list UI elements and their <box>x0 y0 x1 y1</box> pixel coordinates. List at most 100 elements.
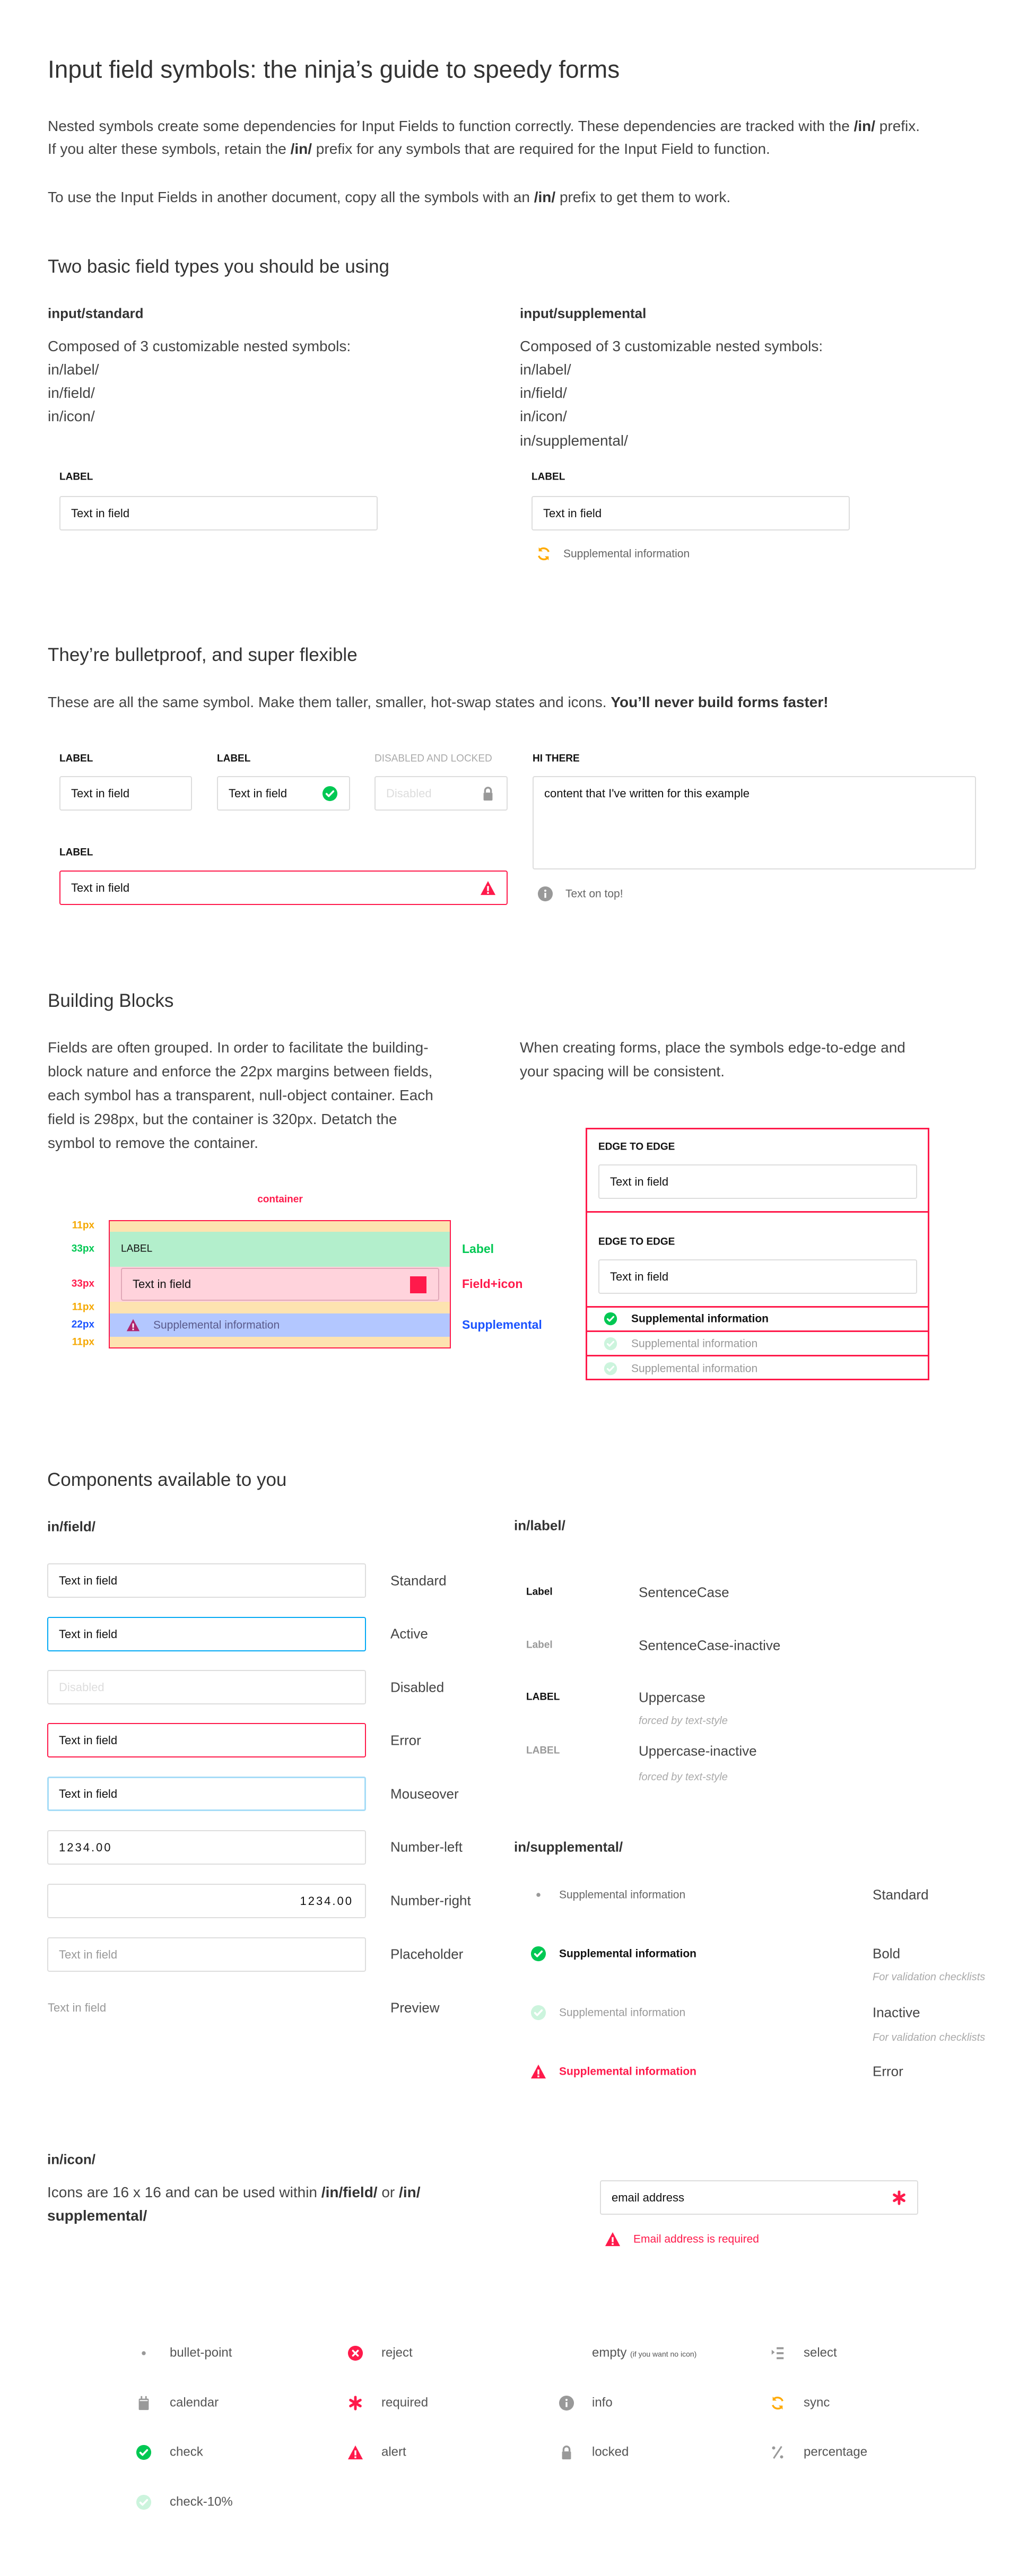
spacing-band <box>109 1337 451 1348</box>
field-value: Text in field <box>59 1627 118 1641</box>
icon-name: alert <box>381 2444 406 2459</box>
description-line: in/label/ <box>48 361 99 378</box>
supplemental-text: Supplemental information <box>631 1362 758 1375</box>
state-label: Error <box>390 1732 421 1748</box>
supplemental-text: Supplemental information <box>559 2006 686 2019</box>
field-value: Text in field <box>610 1174 669 1188</box>
supplemental-band <box>109 1313 451 1337</box>
size-label: 22px <box>71 1319 94 1330</box>
label-style-name: Uppercase-inactive <box>639 1743 757 1759</box>
field-components-title: in/field/ <box>47 1518 95 1535</box>
description-line: in/field/ <box>48 385 95 402</box>
sync-icon <box>770 2395 786 2411</box>
paragraph-line: When creating forms, place the symbols e… <box>520 1039 905 1056</box>
supplemental-title: input/supplemental <box>520 305 647 321</box>
field-label: EDGE TO EDGE <box>598 1141 675 1153</box>
info-icon <box>537 886 553 902</box>
supplemental-style-name: Standard <box>873 1886 929 1903</box>
section-paragraph: These are all the same symbol. Make them… <box>48 694 829 711</box>
lock-icon <box>480 786 496 802</box>
description-line: in/icon/ <box>48 408 95 425</box>
field-value: Text in field <box>610 1269 669 1283</box>
icon-name: empty (if you want no icon) <box>592 2345 697 2360</box>
label-sample: Label <box>526 1639 553 1651</box>
section-heading: They’re bulletproof, and super flexible <box>48 645 358 665</box>
divider <box>586 1330 929 1332</box>
container-label: container <box>257 1194 303 1205</box>
label-style-name: SentenceCase <box>639 1584 729 1600</box>
edge-input[interactable]: Text in field <box>598 1164 917 1199</box>
paragraph-line: each symbol has a transparent, null-obje… <box>48 1087 433 1104</box>
field-standard[interactable]: Text in field <box>47 1563 366 1598</box>
field-mouseover[interactable]: Text in field <box>47 1777 366 1811</box>
supplemental-text: Supplemental information <box>631 1337 758 1350</box>
size-label: 33px <box>71 1278 94 1290</box>
field-error[interactable]: Text in field <box>47 1723 366 1757</box>
supplemental-text: Supplemental information <box>153 1319 280 1331</box>
lock-icon <box>559 2444 574 2460</box>
paragraph-line: symbol to remove the container. <box>48 1135 258 1152</box>
divider <box>586 1211 929 1213</box>
edge-input[interactable]: Text in field <box>598 1259 917 1294</box>
icon-components-title: in/icon/ <box>47 2151 95 2168</box>
check-icon <box>322 786 338 802</box>
field-active[interactable]: Text in field <box>47 1617 366 1651</box>
check-icon <box>530 1946 546 1962</box>
calendar-icon <box>136 2395 152 2411</box>
field-value: 1234.00 <box>59 1840 112 1854</box>
standard-input[interactable]: Text in field <box>59 496 378 530</box>
standard-title: input/standard <box>48 305 144 321</box>
icon-name: locked <box>592 2444 629 2459</box>
email-input[interactable]: email address <box>600 2180 918 2215</box>
required-icon <box>891 2190 907 2206</box>
field-value: email address <box>612 2190 684 2204</box>
icon-name: check-10% <box>170 2494 233 2509</box>
sync-icon <box>536 546 552 562</box>
state-label: Number-right <box>390 1892 471 1909</box>
icon-placeholder-square <box>410 1276 426 1293</box>
supplemental-text: Supplemental information <box>559 2065 697 2078</box>
divider <box>586 1306 929 1308</box>
diagram-label: LABEL <box>121 1243 153 1255</box>
text-input[interactable]: Text in field <box>59 776 192 811</box>
field-preview: Text in field <box>48 2000 107 2014</box>
field-value: Text in field <box>71 506 130 520</box>
select-icon <box>770 2345 786 2361</box>
section-heading: Components available to you <box>47 1469 287 1490</box>
label-sample: LABEL <box>526 1691 560 1703</box>
alert-icon <box>530 2064 546 2079</box>
check-icon <box>604 1312 617 1326</box>
field-number-right[interactable]: 1234.00 <box>47 1884 366 1918</box>
field-label: LABEL <box>59 847 93 858</box>
description-line: Composed of 3 customizable nested symbol… <box>48 338 351 355</box>
supplemental-style-name: Inactive <box>873 2004 920 2021</box>
icon-name: info <box>592 2395 613 2410</box>
field-value: 1234.00 <box>300 1894 353 1908</box>
icon-name: select <box>804 2345 837 2360</box>
field-band <box>109 1267 451 1302</box>
label-sample: LABEL <box>526 1745 560 1756</box>
field-value: Text in field <box>59 1573 118 1587</box>
field-value: Text in field <box>59 1733 118 1747</box>
icon-name: sync <box>804 2395 830 2410</box>
field-disabled: Disabled <box>47 1670 366 1704</box>
description-line: in/icon/ <box>520 408 567 425</box>
state-label: Disabled <box>390 1679 445 1695</box>
spacing-band <box>109 1302 451 1313</box>
icon-name: bullet-point <box>170 2345 232 2360</box>
supplemental-style-note: For validation checklists <box>873 1971 986 1983</box>
field-label: HI THERE <box>533 753 580 764</box>
alert-icon <box>480 880 496 896</box>
field-value: Text in field <box>71 786 130 800</box>
reject-icon <box>347 2345 363 2361</box>
error-input[interactable]: Text in field <box>59 871 508 905</box>
supplemental-text: Supplemental information <box>563 547 690 560</box>
supplemental-text: Supplemental information <box>559 1889 686 1901</box>
state-label: Number-left <box>390 1839 463 1855</box>
field-number-left[interactable]: 1234.00 <box>47 1830 366 1865</box>
textarea[interactable]: content that I've written for this examp… <box>533 776 976 869</box>
description-line: in/label/ <box>520 361 571 378</box>
supplemental-style-name: Bold <box>873 1945 901 1962</box>
supplemental-input[interactable]: Text in field <box>532 496 850 530</box>
field-placeholder[interactable]: Text in field <box>47 1937 366 1972</box>
